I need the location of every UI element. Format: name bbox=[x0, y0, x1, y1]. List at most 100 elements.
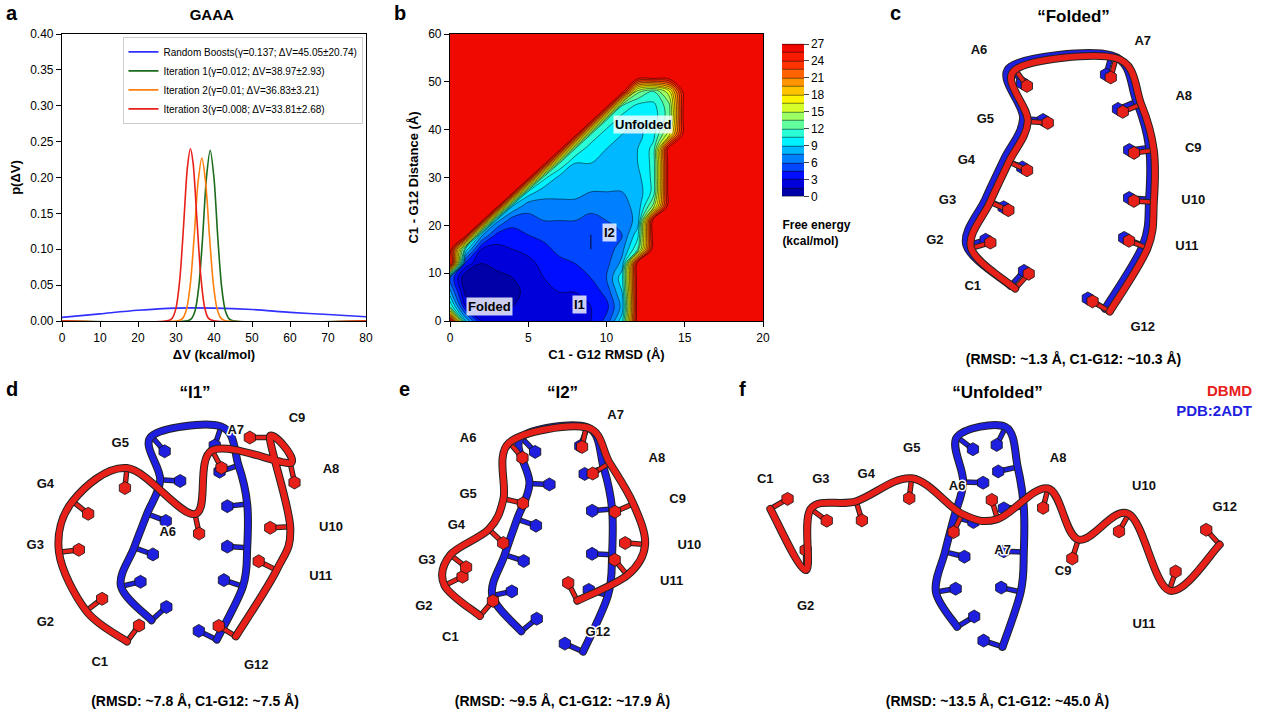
svg-text:G12: G12 bbox=[586, 624, 611, 639]
svg-text:0: 0 bbox=[811, 190, 818, 204]
svg-text:30: 30 bbox=[169, 331, 183, 345]
svg-text:C1: C1 bbox=[91, 654, 108, 669]
svg-text:U11: U11 bbox=[660, 573, 683, 588]
svg-text:9: 9 bbox=[811, 139, 818, 153]
svg-text:A7: A7 bbox=[994, 542, 1011, 557]
svg-text:Unfolded: Unfolded bbox=[615, 117, 671, 132]
svg-text:U11: U11 bbox=[1175, 238, 1198, 253]
svg-text:0.10: 0.10 bbox=[30, 242, 54, 256]
svg-text:A6: A6 bbox=[949, 478, 966, 493]
svg-text:0.25: 0.25 bbox=[30, 135, 54, 149]
svg-text:U10: U10 bbox=[319, 519, 343, 534]
svg-text:C9: C9 bbox=[1055, 563, 1072, 578]
svg-text:Folded: Folded bbox=[468, 299, 511, 314]
svg-text:27: 27 bbox=[811, 37, 825, 51]
svg-text:PDB:2ADT: PDB:2ADT bbox=[1176, 402, 1252, 419]
svg-text:I1: I1 bbox=[574, 297, 585, 312]
svg-text:A8: A8 bbox=[1175, 88, 1192, 103]
svg-text:0.00: 0.00 bbox=[30, 314, 54, 328]
svg-text:“I2”: “I2” bbox=[547, 383, 578, 402]
svg-text:0: 0 bbox=[447, 331, 454, 345]
svg-text:Iteration 2(γ=0.01; ΔV=36.83±3: Iteration 2(γ=0.01; ΔV=36.83±3.21) bbox=[163, 85, 319, 96]
svg-text:(RMSD: ~13.5 Å, C1-G12: ~45.0: (RMSD: ~13.5 Å, C1-G12: ~45.0 Å) bbox=[886, 693, 1109, 709]
svg-text:p(ΔV): p(ΔV) bbox=[8, 160, 23, 195]
svg-text:0.40: 0.40 bbox=[30, 27, 54, 41]
svg-text:U10: U10 bbox=[1181, 192, 1205, 207]
svg-text:C1 - G12 Distance (Å): C1 - G12 Distance (Å) bbox=[406, 111, 421, 243]
svg-text:ΔV (kcal/mol): ΔV (kcal/mol) bbox=[173, 347, 255, 362]
svg-text:70: 70 bbox=[321, 331, 335, 345]
svg-text:0: 0 bbox=[435, 314, 442, 328]
svg-text:0.20: 0.20 bbox=[30, 171, 54, 185]
svg-text:A6: A6 bbox=[159, 524, 176, 539]
svg-text:60: 60 bbox=[428, 27, 442, 41]
svg-text:0.35: 0.35 bbox=[30, 63, 54, 77]
svg-text:G5: G5 bbox=[977, 111, 994, 126]
svg-text:G4: G4 bbox=[958, 152, 976, 167]
svg-text:G5: G5 bbox=[903, 440, 920, 455]
svg-text:G5: G5 bbox=[459, 486, 476, 501]
svg-text:(RMSD: ~1.3 Å, C1-G12: ~10.3 Å: (RMSD: ~1.3 Å, C1-G12: ~10.3 Å) bbox=[966, 351, 1182, 367]
svg-text:A7: A7 bbox=[1134, 33, 1151, 48]
svg-text:G4: G4 bbox=[448, 517, 466, 532]
svg-text:C1 - G12 RMSD (Å): C1 - G12 RMSD (Å) bbox=[548, 347, 664, 362]
svg-text:0.05: 0.05 bbox=[30, 278, 54, 292]
svg-text:Free energy(kcal/mol): Free energy(kcal/mol) bbox=[782, 218, 850, 248]
svg-text:C1: C1 bbox=[757, 471, 774, 486]
svg-text:G2: G2 bbox=[797, 598, 814, 613]
svg-text:40: 40 bbox=[207, 331, 221, 345]
svg-text:A7: A7 bbox=[607, 407, 624, 422]
svg-text:50: 50 bbox=[245, 331, 259, 345]
svg-text:0: 0 bbox=[59, 331, 66, 345]
svg-text:10: 10 bbox=[93, 331, 107, 345]
svg-text:24: 24 bbox=[811, 54, 825, 68]
svg-text:21: 21 bbox=[811, 71, 825, 85]
svg-text:5: 5 bbox=[525, 331, 532, 345]
svg-text:80: 80 bbox=[359, 331, 373, 345]
svg-text:C1: C1 bbox=[442, 629, 459, 644]
svg-text:G4: G4 bbox=[37, 476, 55, 491]
svg-text:G3: G3 bbox=[939, 192, 956, 207]
svg-text:G12: G12 bbox=[1131, 319, 1156, 334]
svg-text:40: 40 bbox=[428, 123, 442, 137]
svg-text:20: 20 bbox=[131, 331, 145, 345]
svg-text:0.15: 0.15 bbox=[30, 207, 54, 221]
svg-text:GAAA: GAAA bbox=[190, 6, 234, 23]
svg-text:C1: C1 bbox=[964, 278, 981, 293]
svg-text:U11: U11 bbox=[309, 568, 332, 583]
svg-text:6: 6 bbox=[811, 156, 818, 170]
svg-text:Iteration 1(γ=0.012; ΔV=38.97±: Iteration 1(γ=0.012; ΔV=38.97±2.93) bbox=[163, 66, 324, 77]
svg-text:U10: U10 bbox=[677, 537, 701, 552]
svg-text:C9: C9 bbox=[1185, 140, 1202, 155]
svg-text:“Folded”: “Folded” bbox=[1037, 7, 1110, 26]
svg-text:G2: G2 bbox=[926, 232, 943, 247]
svg-text:50: 50 bbox=[428, 75, 442, 89]
svg-text:15: 15 bbox=[678, 331, 692, 345]
svg-text:G2: G2 bbox=[37, 614, 54, 629]
svg-text:G12: G12 bbox=[244, 657, 269, 672]
svg-text:G5: G5 bbox=[112, 435, 129, 450]
svg-text:10: 10 bbox=[600, 331, 614, 345]
svg-text:(RMSD: ~9.5 Å, C1-G12: ~17.9 Å: (RMSD: ~9.5 Å, C1-G12: ~17.9 Å) bbox=[455, 693, 671, 709]
svg-text:20: 20 bbox=[428, 219, 442, 233]
svg-text:A8: A8 bbox=[1050, 450, 1067, 465]
svg-text:G4: G4 bbox=[858, 466, 876, 481]
svg-text:G2: G2 bbox=[415, 598, 432, 613]
svg-text:15: 15 bbox=[811, 105, 825, 119]
svg-text:“I1”: “I1” bbox=[179, 383, 210, 402]
svg-text:12: 12 bbox=[811, 122, 825, 136]
svg-text:DBMD: DBMD bbox=[1207, 382, 1252, 399]
svg-text:Iteration 3(γ=0.008; ΔV=33.81±: Iteration 3(γ=0.008; ΔV=33.81±2.68) bbox=[163, 104, 324, 115]
svg-text:I2: I2 bbox=[604, 225, 615, 240]
svg-text:0.30: 0.30 bbox=[30, 99, 54, 113]
svg-text:(RMSD: ~7.8 Å, C1-G12: ~7.5 Å): (RMSD: ~7.8 Å, C1-G12: ~7.5 Å) bbox=[91, 693, 299, 709]
svg-text:G3: G3 bbox=[812, 471, 829, 486]
svg-text:A8: A8 bbox=[323, 461, 340, 476]
svg-text:C9: C9 bbox=[669, 491, 686, 506]
svg-text:A6: A6 bbox=[460, 430, 477, 445]
svg-text:G12: G12 bbox=[1213, 499, 1238, 514]
svg-text:“Unfolded”: “Unfolded” bbox=[952, 383, 1043, 402]
svg-text:U10: U10 bbox=[1132, 478, 1156, 493]
svg-text:A8: A8 bbox=[649, 450, 666, 465]
svg-text:A7: A7 bbox=[227, 422, 244, 437]
